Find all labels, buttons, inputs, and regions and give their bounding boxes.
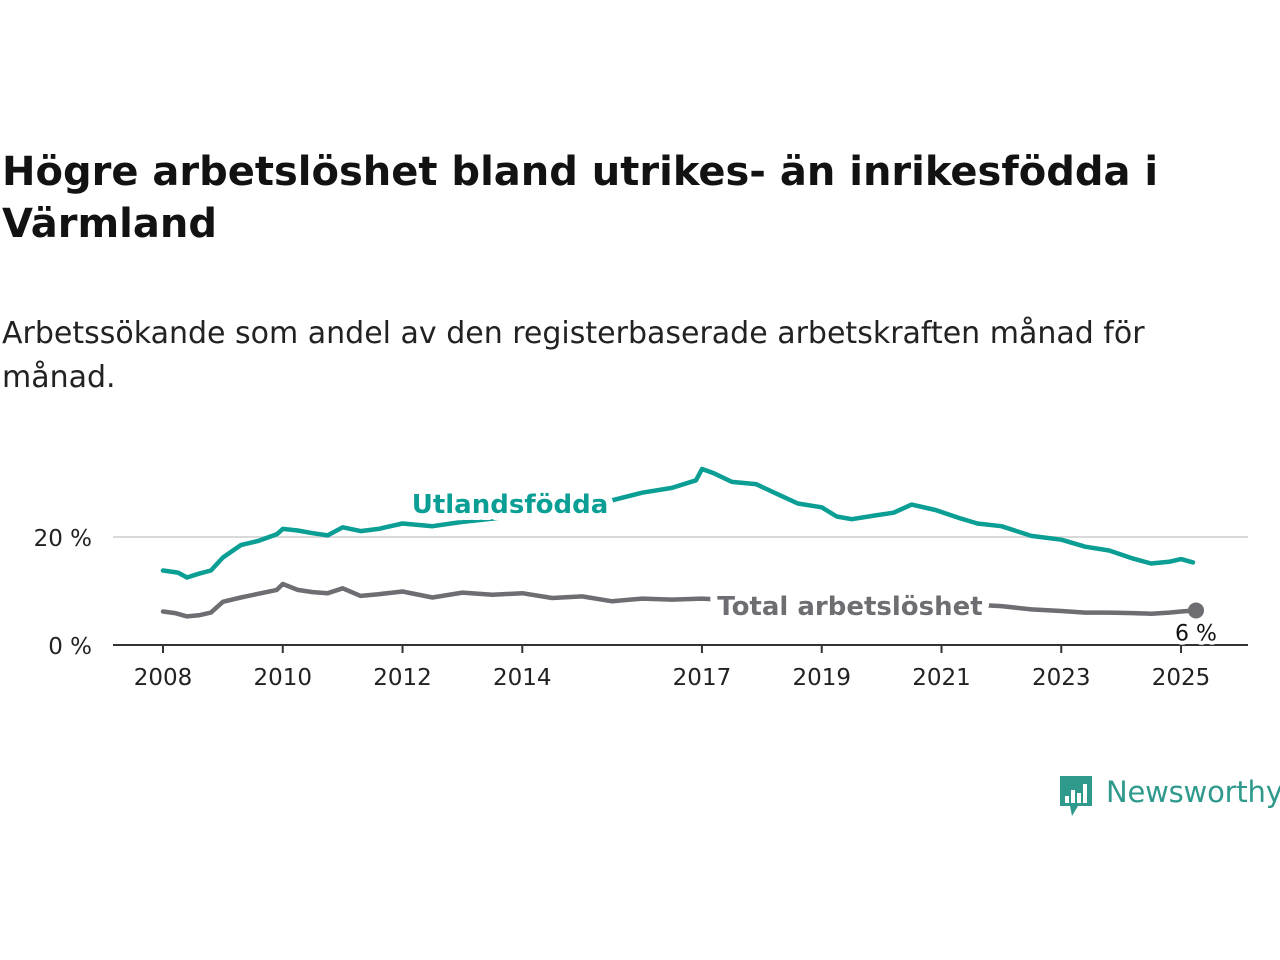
- end-value-label: 6 %: [1175, 621, 1217, 646]
- series-label: Total arbetslöshet: [717, 592, 982, 622]
- end-point-marker: [1188, 602, 1204, 619]
- x-tick-label: 2025: [1152, 665, 1211, 691]
- y-tick-label: 0 %: [48, 634, 92, 660]
- x-tick-label: 2023: [1032, 665, 1091, 691]
- grid-layer: 0 % 20 %: [34, 526, 1248, 660]
- end-value-halo: 6 %: [1175, 621, 1217, 646]
- series-line-total: [160, 581, 1199, 619]
- series-label-halo: Total arbetslöshet: [717, 592, 982, 622]
- x-tick-label: 2017: [673, 665, 732, 691]
- x-tick-label: 2021: [912, 665, 971, 691]
- x-tick-label: 2012: [373, 665, 432, 691]
- chart-title: Högre arbetslöshet bland utrikes- än inr…: [2, 149, 1159, 247]
- x-tick-label: 2010: [253, 665, 312, 691]
- series-label-halo: Utlandsfödda: [412, 490, 609, 520]
- series-layer: [160, 466, 1199, 619]
- y-tick-label: 20 %: [34, 526, 92, 552]
- newsworthy-logo: Newsworthy: [1058, 772, 1280, 820]
- x-tick-label: 2008: [134, 665, 193, 691]
- x-tick-label: 2019: [792, 665, 851, 691]
- x-tick-label: 2014: [493, 665, 552, 691]
- series-label: Utlandsfödda: [412, 490, 609, 520]
- chart-subtitle: Arbetssökande som andel av den registerb…: [2, 316, 1145, 395]
- x-axis: 2008 2010 2012 2014 2017 2019 2021 2023 2025: [113, 644, 1248, 691]
- chart-bubble-icon: [1060, 776, 1092, 816]
- series-line-utlandsfodda: [160, 466, 1196, 580]
- brand-name: Newsworthy: [1106, 775, 1280, 809]
